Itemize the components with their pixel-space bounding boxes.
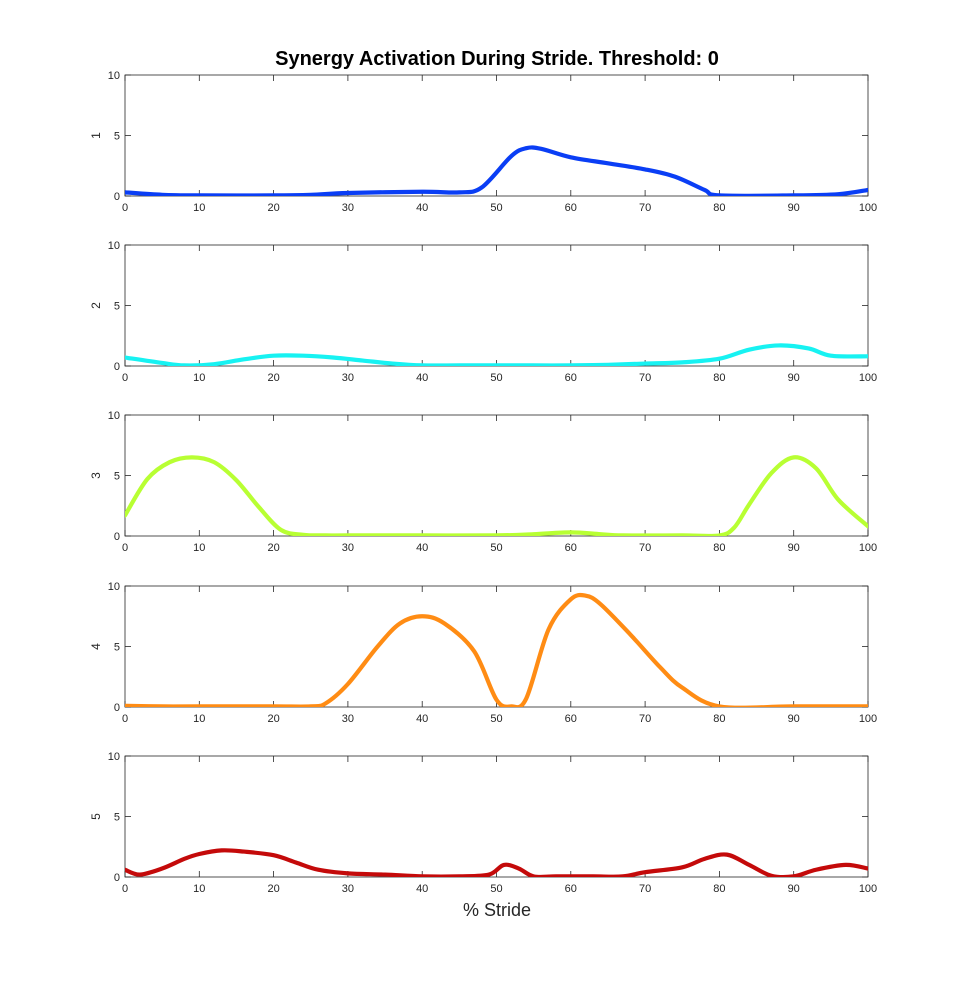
x-tick-label: 70 (639, 713, 651, 725)
y-tick-label: 5 (114, 812, 120, 824)
x-tick-label: 30 (342, 202, 354, 214)
x-tick-label: 20 (267, 372, 279, 384)
x-tick-label: 10 (193, 542, 205, 554)
x-tick-label: 90 (788, 202, 800, 214)
x-tick-label: 80 (713, 883, 725, 895)
synergy-panel-5: 0 10 20 30 40 50 60 70 80 90 100 0 5 10 5 (89, 751, 877, 895)
x-tick-label: 20 (267, 202, 279, 214)
x-tick-label: 90 (788, 883, 800, 895)
x-tick-label: 40 (416, 713, 428, 725)
x-tick-label: 0 (122, 372, 128, 384)
x-tick-label: 60 (565, 542, 577, 554)
y-tick-label: 10 (108, 581, 120, 593)
x-tick-label: 10 (193, 713, 205, 725)
x-tick-label: 10 (193, 883, 205, 895)
x-tick-label: 60 (565, 372, 577, 384)
x-tick-label: 20 (267, 542, 279, 554)
x-tick-label: 50 (490, 372, 502, 384)
x-tick-label: 50 (490, 883, 502, 895)
x-tick-label: 90 (788, 542, 800, 554)
x-tick-label: 30 (342, 372, 354, 384)
synergy-panel-3: 0 10 20 30 40 50 60 70 80 90 100 0 5 10 3 (89, 410, 877, 554)
x-tick-label: 50 (490, 202, 502, 214)
y-tick-label: 5 (114, 301, 120, 313)
x-tick-label: 70 (639, 883, 651, 895)
x-tick-label: 0 (122, 542, 128, 554)
synergy-panel-1: 0 10 20 30 40 50 60 70 80 90 100 0 5 10 1 (89, 70, 877, 214)
synergy-line-1 (125, 145, 868, 196)
y-tick-label: 0 (114, 361, 120, 373)
x-tick-label: 40 (416, 883, 428, 895)
synergy-line-5 (125, 848, 868, 877)
x-tick-label: 100 (859, 542, 877, 554)
y-tick-label: 10 (108, 410, 120, 422)
x-tick-label: 50 (490, 542, 502, 554)
x-tick-label: 70 (639, 202, 651, 214)
synergy-line-3 (125, 455, 868, 536)
x-tick-label: 80 (713, 202, 725, 214)
x-tick-label: 100 (859, 372, 877, 384)
x-tick-label: 90 (788, 713, 800, 725)
x-tick-label: 30 (342, 542, 354, 554)
y-tick-label: 0 (114, 191, 120, 203)
x-tick-label: 70 (639, 372, 651, 384)
y-tick-label: 0 (114, 872, 120, 884)
y-tick-label: 10 (108, 240, 120, 252)
y-tick-label: 5 (114, 131, 120, 143)
x-tick-label: 10 (193, 372, 205, 384)
x-tick-label: 0 (122, 883, 128, 895)
x-tick-label: 90 (788, 372, 800, 384)
x-tick-label: 60 (565, 202, 577, 214)
synergy-line-4 (125, 592, 868, 707)
x-tick-label: 30 (342, 713, 354, 725)
x-tick-label: 60 (565, 713, 577, 725)
x-tick-label: 60 (565, 883, 577, 895)
y-axis-label: 4 (89, 643, 103, 650)
y-axis-label: 2 (89, 302, 103, 309)
x-tick-label: 20 (267, 883, 279, 895)
x-tick-label: 40 (416, 542, 428, 554)
x-tick-label: 40 (416, 372, 428, 384)
synergy-line-2 (125, 343, 868, 366)
x-tick-label: 100 (859, 713, 877, 725)
x-tick-label: 50 (490, 713, 502, 725)
x-tick-label: 10 (193, 202, 205, 214)
x-tick-label: 100 (859, 202, 877, 214)
synergy-panel-4: 0 10 20 30 40 50 60 70 80 90 100 0 5 10 4 (89, 581, 877, 725)
y-tick-label: 0 (114, 531, 120, 543)
y-tick-label: 5 (114, 642, 120, 654)
x-tick-label: 80 (713, 372, 725, 384)
y-tick-label: 0 (114, 702, 120, 714)
x-tick-label: 20 (267, 713, 279, 725)
x-axis-label: % Stride (463, 900, 531, 920)
figure-title: Synergy Activation During Stride. Thresh… (275, 48, 719, 70)
y-axis-label: 5 (89, 813, 103, 820)
synergy-panel-2: 0 10 20 30 40 50 60 70 80 90 100 0 5 10 2 (89, 240, 877, 384)
x-tick-label: 100 (859, 883, 877, 895)
x-tick-label: 40 (416, 202, 428, 214)
y-tick-label: 5 (114, 471, 120, 483)
x-tick-label: 70 (639, 542, 651, 554)
x-tick-label: 80 (713, 542, 725, 554)
x-tick-label: 0 (122, 713, 128, 725)
y-tick-label: 10 (108, 751, 120, 763)
y-axis-label: 1 (89, 132, 103, 139)
x-tick-label: 80 (713, 713, 725, 725)
x-tick-label: 30 (342, 883, 354, 895)
y-axis-label: 3 (89, 472, 103, 479)
x-tick-label: 0 (122, 202, 128, 214)
y-tick-label: 10 (108, 70, 120, 82)
